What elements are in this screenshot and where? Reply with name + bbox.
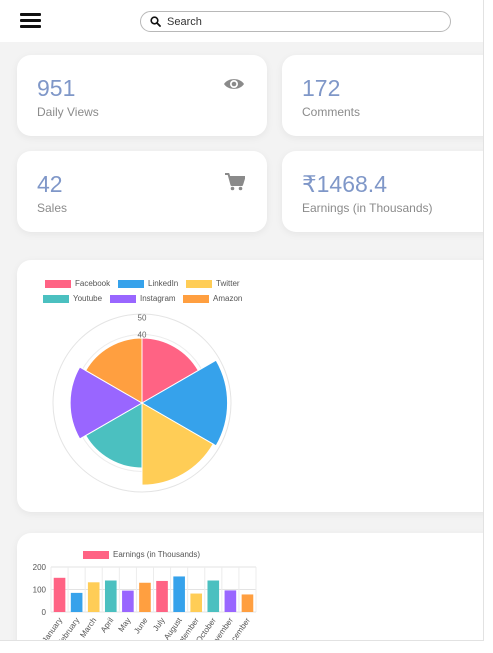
bar-september[interactable] — [190, 593, 203, 612]
stat-label: Comments — [302, 105, 361, 119]
bar-july[interactable] — [156, 580, 168, 612]
stat-label: Earnings (in Thousands) — [302, 201, 433, 215]
stat-card-daily-views: 951 Daily Views — [17, 55, 267, 136]
legend-label: Twitter — [216, 279, 240, 288]
polar-slice-youtube[interactable] — [84, 402, 143, 469]
bar-october[interactable] — [207, 580, 220, 613]
bar-december[interactable] — [241, 594, 254, 612]
polar-slice-twitter[interactable] — [141, 402, 214, 486]
y-tick-label: 0 — [42, 608, 47, 617]
bar-january[interactable] — [53, 577, 66, 612]
x-tick-label: May — [116, 616, 132, 634]
polar-slice-instagram[interactable] — [69, 366, 144, 440]
bar-november[interactable] — [224, 590, 237, 612]
bar-june[interactable] — [139, 582, 151, 612]
polar-slice-amazon[interactable] — [84, 337, 143, 404]
cart-icon — [225, 173, 245, 191]
search-icon — [150, 16, 161, 27]
x-tick-label: July — [151, 616, 167, 633]
x-tick-label: April — [99, 616, 116, 634]
x-tick-label: March — [78, 616, 98, 639]
y-tick-label: 200 — [33, 563, 47, 572]
legend-swatch — [186, 280, 212, 288]
polar-grid-outer — [52, 313, 232, 493]
stat-value: ₹1468.4 — [302, 171, 387, 197]
polar-slice-linkedin[interactable] — [141, 359, 229, 447]
app-frame: 951 Daily Views 172 Comments 42 Sales ₹1… — [0, 0, 484, 641]
menu-icon[interactable] — [20, 13, 41, 29]
legend-swatch — [83, 551, 109, 559]
legend-label: LinkedIn — [148, 279, 179, 288]
stat-label: Sales — [37, 201, 68, 215]
x-tick-label: June — [132, 616, 150, 636]
stat-value: 172 — [302, 75, 341, 101]
legend-label: Facebook — [75, 279, 111, 288]
legend-swatch — [45, 280, 71, 288]
polar-chart-card: Facebook LinkedIn Twitter Youtube Instagram A… — [17, 260, 483, 512]
legend-label: Earnings (in Thousands) — [113, 550, 201, 559]
eye-icon — [224, 79, 244, 89]
bar-chart-card: Earnings (in Thousands) 200 100 0 January Fe… — [17, 533, 483, 640]
stat-value: 951 — [37, 75, 76, 101]
polar-area-chart: 40 50 — [52, 313, 232, 493]
polar-tick-label: 50 — [138, 313, 147, 322]
search-input[interactable] — [167, 14, 437, 29]
bar-march[interactable] — [87, 582, 100, 612]
legend-swatch — [183, 295, 209, 303]
polar-tick-label: 40 — [138, 331, 147, 340]
top-bar — [0, 0, 483, 42]
y-tick-label: 100 — [33, 586, 47, 595]
bar-august[interactable] — [173, 576, 185, 612]
legend-label: Amazon — [213, 294, 243, 303]
stat-value: 42 — [37, 171, 63, 197]
stat-card-sales: 42 Sales — [17, 151, 267, 232]
bar-february[interactable] — [70, 592, 83, 613]
legend-swatch — [118, 280, 144, 288]
bar-may[interactable] — [122, 590, 134, 613]
bar-april[interactable] — [104, 580, 117, 613]
stat-card-comments: 172 Comments — [282, 55, 483, 136]
legend-swatch — [110, 295, 136, 303]
legend-swatch — [43, 295, 69, 303]
legend-label: Youtube — [73, 294, 103, 303]
legend-label: Instagram — [140, 294, 176, 303]
polar-slice-facebook[interactable] — [141, 337, 200, 404]
stat-card-earnings: ₹1468.4 Earnings (in Thousands) — [282, 151, 483, 232]
search-bar[interactable] — [140, 11, 451, 32]
stat-label: Daily Views — [37, 105, 99, 119]
